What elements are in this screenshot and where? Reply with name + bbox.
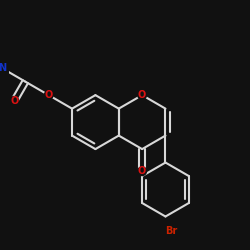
Text: Br: Br (166, 226, 178, 236)
Circle shape (138, 167, 146, 175)
Text: O: O (10, 96, 18, 106)
Circle shape (138, 91, 146, 100)
Text: O: O (138, 166, 146, 176)
Text: N: N (0, 63, 6, 73)
Text: O: O (44, 90, 53, 100)
Circle shape (10, 96, 18, 105)
Circle shape (0, 64, 6, 72)
Circle shape (44, 91, 53, 100)
Text: O: O (138, 90, 146, 100)
